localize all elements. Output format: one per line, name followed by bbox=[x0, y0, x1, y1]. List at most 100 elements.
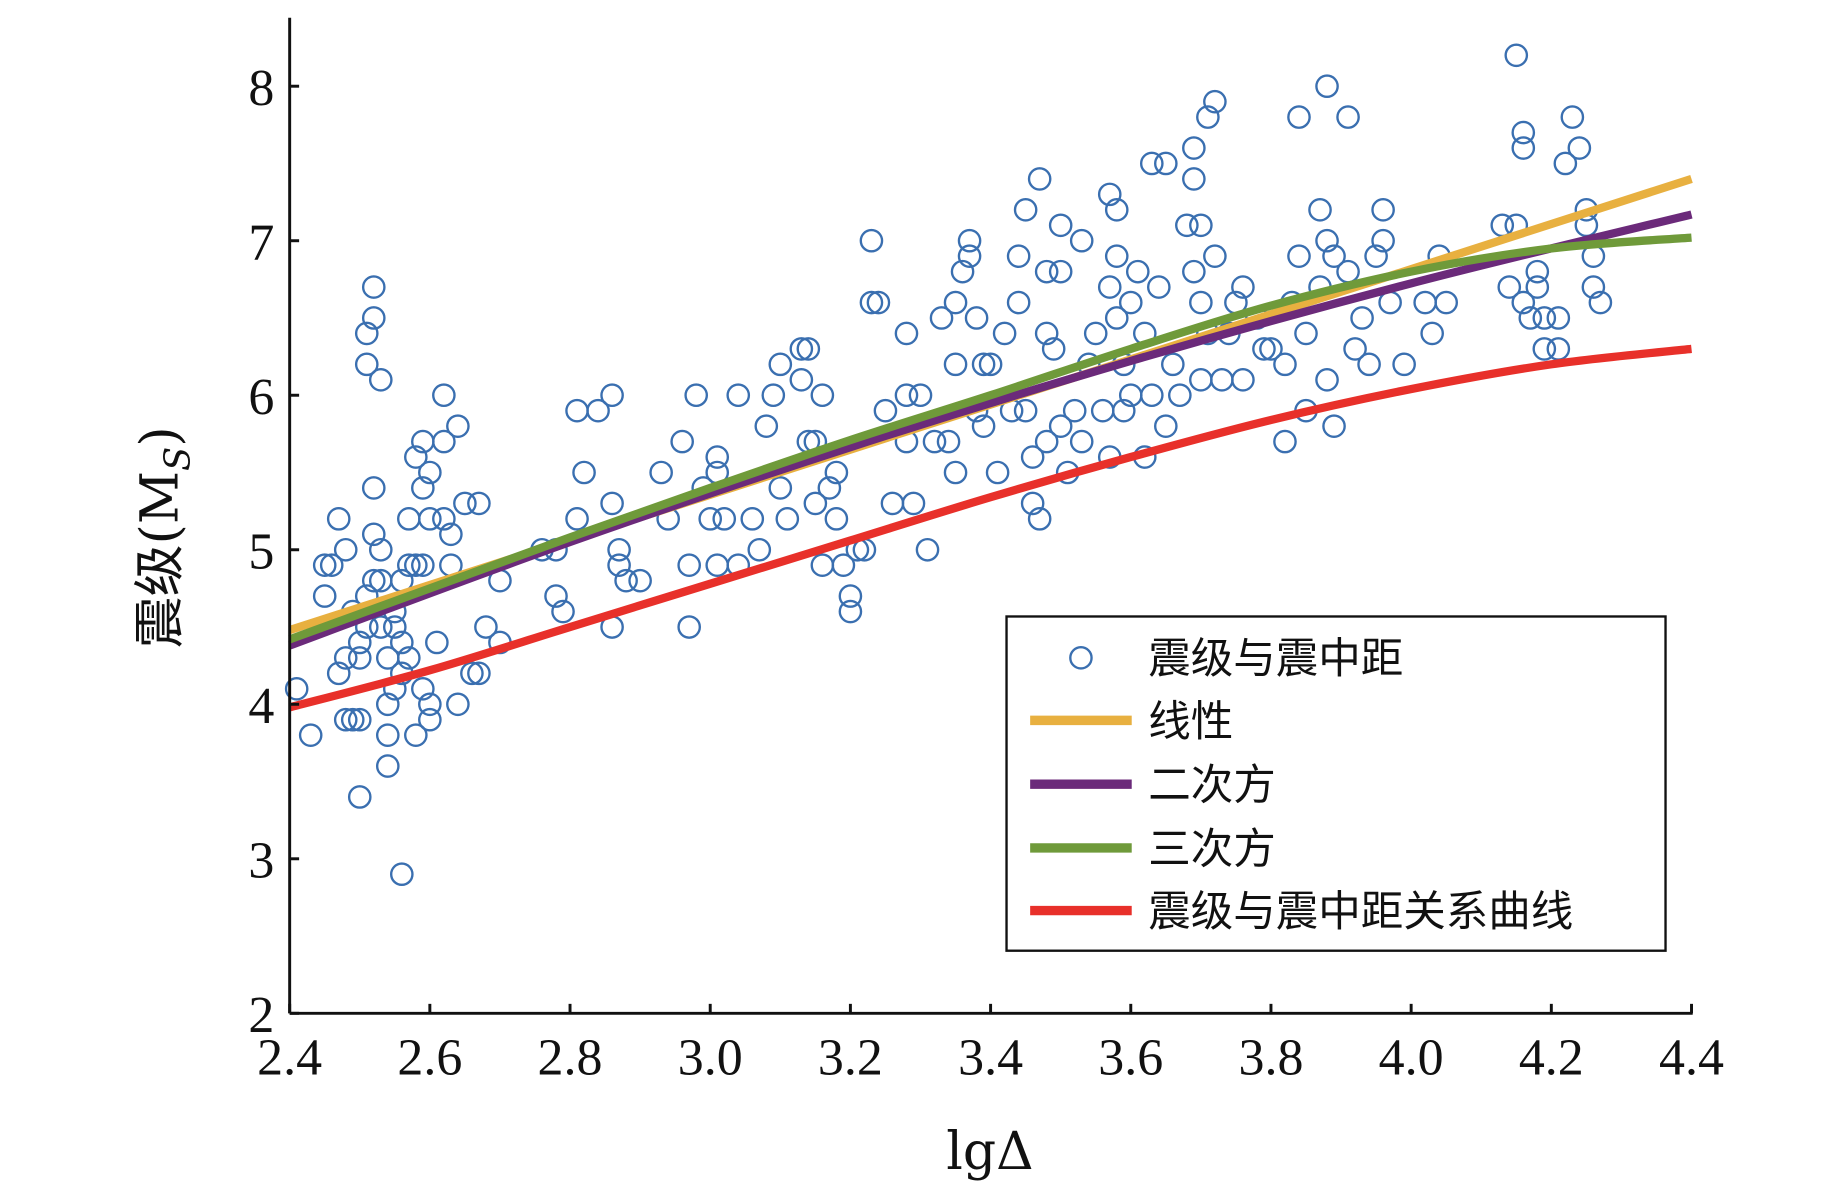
scatter-point bbox=[1006, 290, 1031, 315]
scatter-point bbox=[838, 599, 863, 624]
scatter-point bbox=[831, 553, 856, 578]
scatter-point bbox=[1371, 198, 1395, 222]
scatter-point bbox=[467, 661, 491, 686]
scatter-point bbox=[1062, 398, 1087, 423]
x-tick-label: 4.2 bbox=[1519, 1030, 1584, 1087]
scatter-point bbox=[1210, 367, 1234, 392]
scatter-point bbox=[1083, 321, 1108, 346]
scatter-point bbox=[1336, 105, 1360, 129]
scatter-point bbox=[1231, 367, 1255, 392]
legend-marker-scatter bbox=[1069, 646, 1093, 670]
scatter-point bbox=[1013, 398, 1038, 423]
scatter-point bbox=[1231, 275, 1255, 299]
scatter-point bbox=[1504, 43, 1529, 68]
scatter-point bbox=[1203, 89, 1227, 114]
scatter-point bbox=[971, 414, 996, 438]
scatter-point bbox=[1315, 74, 1339, 99]
legend-label-relation: 震级与震中距关系曲线 bbox=[1148, 888, 1573, 937]
scatter-point bbox=[817, 476, 842, 500]
scatter-point bbox=[922, 429, 947, 454]
scatter-point bbox=[908, 383, 933, 408]
scatter-point bbox=[705, 445, 730, 469]
scatter-point bbox=[1161, 352, 1185, 377]
scatter-point bbox=[1546, 337, 1571, 361]
scatter-point bbox=[586, 398, 610, 423]
series-line-relation bbox=[288, 344, 1692, 712]
scatter-point bbox=[1175, 213, 1199, 238]
scatter-point bbox=[1104, 198, 1129, 222]
scatter-point bbox=[390, 630, 414, 655]
scatter-point bbox=[361, 476, 386, 500]
scatter-point bbox=[1315, 367, 1339, 392]
scatter-point bbox=[943, 290, 968, 315]
scatter-point bbox=[1287, 105, 1311, 129]
scatter-point bbox=[1371, 228, 1395, 253]
scatter-point bbox=[418, 507, 442, 531]
scatter-point bbox=[810, 383, 835, 408]
scatter-point bbox=[894, 321, 919, 346]
scatter-point bbox=[1189, 367, 1213, 392]
scatter-point bbox=[747, 537, 772, 562]
scatter-point bbox=[607, 537, 631, 562]
scatter-point bbox=[901, 491, 926, 516]
scatter-point bbox=[985, 460, 1010, 485]
scatter-point bbox=[347, 707, 372, 732]
scatter-point bbox=[1413, 290, 1437, 315]
legend-label-quadratic: 二次方 bbox=[1148, 762, 1276, 811]
scatter-point bbox=[411, 677, 435, 701]
scatter-point bbox=[326, 661, 351, 686]
scatter-point bbox=[1343, 337, 1367, 361]
scatter-point bbox=[333, 537, 358, 562]
scatter-point bbox=[894, 383, 919, 408]
scatter-point bbox=[978, 352, 1003, 377]
scatter-point bbox=[859, 290, 884, 315]
scatter-point bbox=[1020, 491, 1045, 516]
scatter-point bbox=[1392, 352, 1416, 377]
y-tick-label: 2 bbox=[248, 987, 274, 1044]
scatter-point bbox=[607, 553, 631, 578]
scatter-point bbox=[1357, 352, 1381, 377]
scatter-point bbox=[544, 584, 568, 608]
scatter-point bbox=[873, 398, 898, 423]
y-axis-title-text: 震级(MS) bbox=[130, 426, 198, 648]
y-axis-title: 震级(MS) bbox=[130, 426, 198, 648]
scatter-point bbox=[453, 491, 477, 516]
scatter-point bbox=[354, 352, 379, 377]
scatter-point bbox=[950, 259, 975, 284]
x-tick-label: 3.8 bbox=[1238, 1030, 1303, 1087]
scatter-point bbox=[333, 707, 358, 732]
scatter-point bbox=[460, 661, 484, 686]
scatter-point bbox=[789, 367, 814, 392]
legend: 震级与震中距 线性 二次方 三次方 震级与震中距关系曲线 bbox=[1005, 615, 1667, 952]
scatter-point bbox=[312, 584, 337, 608]
scatter-point bbox=[1294, 321, 1318, 346]
x-tick-label: 3.2 bbox=[818, 1030, 883, 1087]
y-tick-label: 7 bbox=[248, 215, 274, 272]
scatter-point bbox=[340, 707, 365, 732]
scatter-point bbox=[1013, 198, 1038, 222]
scatter-point bbox=[1139, 383, 1164, 408]
scatter-point bbox=[838, 584, 863, 608]
y-axis-title-close: ) bbox=[130, 426, 190, 446]
scatter-point bbox=[298, 723, 323, 747]
scatter-point bbox=[1027, 507, 1052, 531]
scatter-point bbox=[375, 754, 400, 778]
scatter-point bbox=[1315, 228, 1339, 253]
scatter-point bbox=[992, 321, 1017, 346]
scatter-point bbox=[1182, 136, 1206, 160]
scatter-point bbox=[347, 646, 372, 670]
scatter-point bbox=[382, 615, 407, 639]
scatter-point bbox=[1560, 105, 1585, 129]
scatter-point bbox=[726, 383, 751, 408]
scatter-point bbox=[404, 445, 428, 469]
scatter-point bbox=[418, 692, 442, 717]
scatter-point bbox=[1273, 352, 1297, 377]
x-tick-label: 4.4 bbox=[1659, 1030, 1724, 1087]
legend-label-scatter: 震级与震中距 bbox=[1148, 635, 1403, 684]
legend-label-linear: 线性 bbox=[1148, 698, 1233, 747]
scatter-point bbox=[326, 507, 351, 531]
scatter-point bbox=[1252, 337, 1276, 361]
y-tick-label: 5 bbox=[248, 524, 274, 581]
scatter-point bbox=[1027, 167, 1052, 191]
